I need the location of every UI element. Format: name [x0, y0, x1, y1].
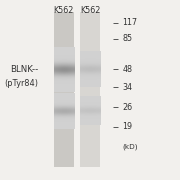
Text: 48: 48 — [122, 65, 132, 74]
Text: 26: 26 — [122, 103, 132, 112]
Text: K562: K562 — [54, 6, 74, 15]
Bar — [54, 12, 74, 167]
Text: BLNK--: BLNK-- — [10, 65, 39, 74]
Bar — [80, 12, 100, 167]
Text: 19: 19 — [122, 122, 132, 131]
Text: (kD): (kD) — [122, 143, 138, 150]
Text: 34: 34 — [122, 83, 132, 92]
Text: 117: 117 — [122, 18, 138, 27]
Text: K562: K562 — [80, 6, 100, 15]
Text: 85: 85 — [122, 34, 132, 43]
Text: (pTyr84): (pTyr84) — [5, 79, 39, 88]
